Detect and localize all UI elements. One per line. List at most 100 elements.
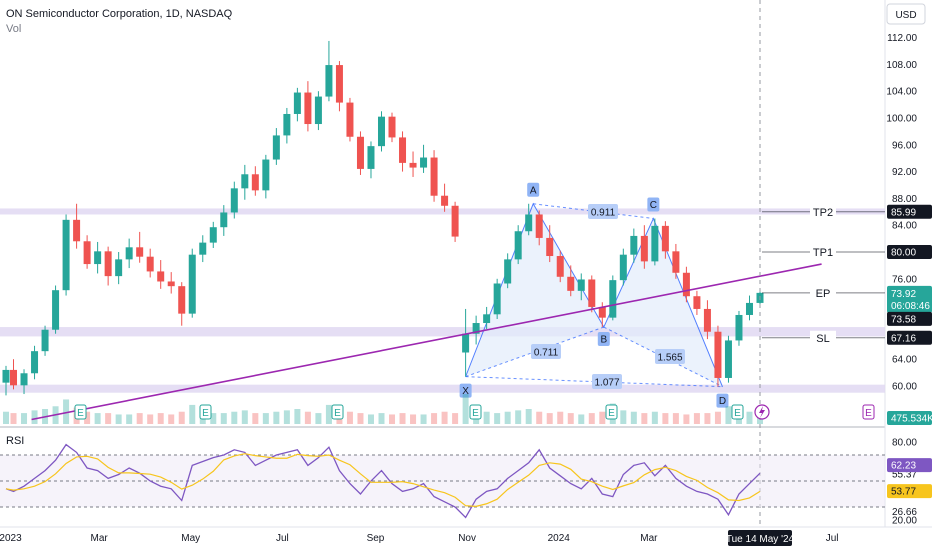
candle[interactable] — [251, 166, 259, 196]
candle[interactable] — [283, 107, 291, 144]
candle[interactable] — [693, 290, 701, 315]
candle[interactable] — [2, 365, 10, 396]
candle[interactable] — [462, 308, 470, 377]
candle[interactable] — [525, 203, 533, 236]
candle[interactable] — [703, 300, 711, 340]
zone-band — [0, 327, 885, 337]
candle[interactable] — [567, 265, 575, 297]
candle[interactable] — [483, 306, 491, 330]
candle[interactable] — [640, 225, 648, 269]
candle[interactable] — [136, 231, 144, 263]
candle[interactable] — [125, 238, 133, 269]
candle[interactable] — [682, 266, 690, 303]
rsi-ma-tag: 53.77 — [887, 484, 932, 499]
candle[interactable] — [609, 275, 617, 321]
earnings-marker[interactable]: E — [469, 404, 482, 420]
candle[interactable] — [178, 282, 186, 326]
currency-button[interactable]: USD — [886, 3, 926, 25]
price-tick: 92.00 — [892, 167, 917, 178]
trendline[interactable] — [31, 263, 822, 421]
candle[interactable] — [157, 260, 165, 289]
candle[interactable] — [262, 154, 270, 199]
candle[interactable] — [73, 203, 81, 249]
candle[interactable] — [661, 221, 669, 259]
candle[interactable] — [52, 285, 60, 334]
candle[interactable] — [724, 335, 732, 383]
rsi-tick: 80.00 — [892, 438, 917, 449]
candle[interactable] — [94, 241, 102, 274]
candle[interactable] — [83, 235, 91, 269]
candle[interactable] — [493, 278, 501, 319]
candle[interactable] — [420, 144, 428, 173]
pattern-point-a[interactable]: A — [527, 182, 540, 197]
lightning-icon[interactable] — [754, 404, 770, 420]
candle[interactable] — [241, 164, 249, 200]
candle[interactable] — [630, 228, 638, 263]
earnings-marker[interactable]: E — [731, 404, 744, 420]
volume-bar — [21, 413, 28, 424]
candle[interactable] — [115, 252, 123, 285]
candle[interactable] — [272, 128, 280, 165]
volume-bar — [94, 413, 101, 424]
earnings-marker[interactable]: E — [331, 404, 344, 420]
candle[interactable] — [367, 141, 375, 179]
volume-bar — [84, 411, 91, 424]
earnings-marker[interactable]: E — [605, 404, 618, 420]
earnings-marker[interactable]: E — [74, 404, 87, 420]
candle[interactable] — [514, 225, 522, 265]
candle[interactable] — [535, 210, 543, 246]
pattern-point-d[interactable]: D — [716, 393, 729, 408]
candle[interactable] — [20, 369, 28, 395]
candle[interactable] — [209, 221, 217, 248]
pattern-point-c[interactable]: C — [647, 197, 660, 212]
candle[interactable] — [167, 272, 175, 294]
candle[interactable] — [325, 40, 333, 102]
candle[interactable] — [472, 315, 480, 345]
price-tag-prev: 73.58 — [887, 311, 932, 326]
future-earnings-marker[interactable]: E — [862, 404, 875, 420]
candle[interactable] — [672, 243, 680, 279]
candle[interactable] — [714, 325, 722, 387]
time-tick: 2023 — [0, 533, 22, 544]
candle[interactable] — [546, 225, 554, 263]
candle[interactable] — [41, 325, 49, 356]
pattern-point-x[interactable]: X — [459, 383, 472, 398]
candle[interactable] — [745, 295, 753, 321]
candle[interactable] — [577, 273, 585, 301]
grid-layer — [0, 0, 932, 528]
lines-layer: TP2 TP1 EP SL E E E E E E E — [31, 0, 885, 527]
candle[interactable] — [399, 131, 407, 172]
candle[interactable] — [346, 97, 354, 142]
candle[interactable] — [619, 248, 627, 286]
candle[interactable] — [451, 201, 459, 242]
candle[interactable] — [31, 345, 39, 380]
candle[interactable] — [588, 275, 596, 313]
candle[interactable] — [104, 246, 112, 286]
candle[interactable] — [377, 111, 385, 152]
candle[interactable] — [430, 150, 438, 202]
candle[interactable] — [304, 81, 312, 132]
candle[interactable] — [556, 250, 564, 283]
candle[interactable] — [504, 253, 512, 289]
candle[interactable] — [199, 235, 207, 263]
candle[interactable] — [293, 87, 301, 122]
candle[interactable] — [230, 181, 238, 219]
candle[interactable] — [356, 131, 364, 175]
candle[interactable] — [220, 205, 228, 236]
candle[interactable] — [10, 359, 18, 390]
earnings-marker[interactable]: E — [199, 404, 212, 420]
candle[interactable] — [735, 310, 743, 346]
candle[interactable] — [651, 218, 659, 266]
candles-layer[interactable] — [2, 40, 764, 396]
candle[interactable] — [335, 61, 343, 112]
pattern-point-b[interactable]: B — [597, 332, 610, 347]
candle[interactable] — [409, 151, 417, 177]
candle[interactable] — [598, 302, 606, 328]
candle[interactable] — [441, 183, 449, 212]
candle[interactable] — [188, 248, 196, 318]
candle[interactable] — [62, 214, 70, 296]
candle[interactable] — [314, 91, 322, 131]
candle[interactable] — [146, 248, 154, 278]
candle[interactable] — [388, 112, 396, 143]
